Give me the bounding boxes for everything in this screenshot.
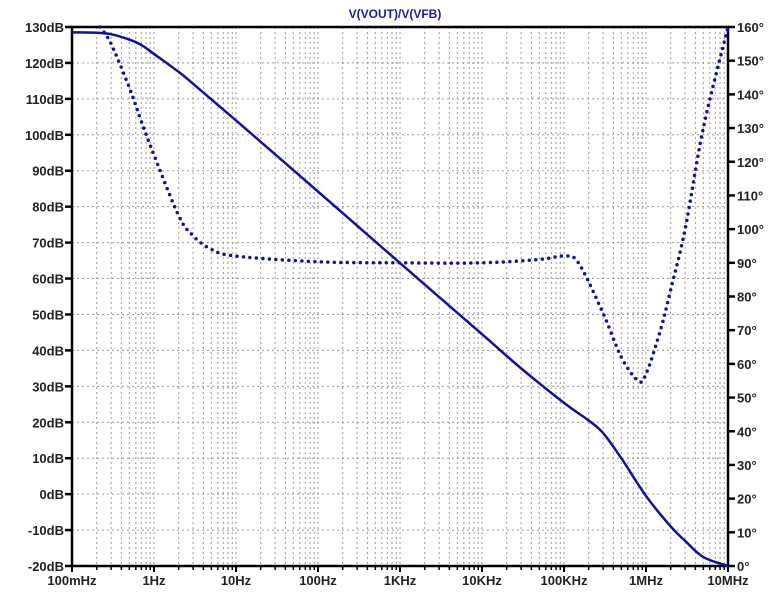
chart-title: V(VOUT)/V(VFB) bbox=[349, 7, 442, 21]
x-tick-label: 1Hz bbox=[142, 573, 166, 588]
y-left-tick-label: 70dB bbox=[32, 236, 64, 251]
y-right-tick-label: 120° bbox=[737, 155, 764, 170]
y-right-tick-label: 130° bbox=[737, 121, 764, 136]
y-right-tick-label: 20° bbox=[737, 492, 757, 507]
x-tick-label: 100Hz bbox=[299, 573, 337, 588]
y-right-tick-label: 90° bbox=[737, 256, 757, 271]
x-tick-label: 100mHz bbox=[47, 573, 97, 588]
y-left-tick-label: 20dB bbox=[32, 415, 64, 430]
y-left-tick-label: 40dB bbox=[32, 343, 64, 358]
x-tick-label: 10Hz bbox=[221, 573, 252, 588]
x-tick-label: 10KHz bbox=[462, 573, 502, 588]
y-right-tick-label: 60° bbox=[737, 357, 757, 372]
y-left-tick-label: 90dB bbox=[32, 164, 64, 179]
axes: 130dB 120dB 110dB 100dB 90dB 80dB 70dB 60dB 50dB… bbox=[25, 20, 764, 588]
grid bbox=[72, 27, 728, 566]
x-tick-label: 1MHz bbox=[629, 573, 663, 588]
y-left-tick-label: -20dB bbox=[28, 559, 64, 574]
y-left-tick-label: 100dB bbox=[25, 128, 64, 143]
y-right-tick-label: 40° bbox=[737, 424, 757, 439]
x-tick-label: 100KHz bbox=[541, 573, 588, 588]
y-left-tick-label: 130dB bbox=[25, 20, 64, 35]
magnitude-curve bbox=[70, 31, 730, 568]
y-right-tick-label: 10° bbox=[737, 525, 757, 540]
y-left-tick-label: 120dB bbox=[25, 56, 64, 71]
y-right-tick-label: 160° bbox=[737, 20, 764, 35]
y-right-tick-label: 0° bbox=[737, 559, 749, 574]
y-left-tick-label: 50dB bbox=[32, 307, 64, 322]
y-left-tick-label: 30dB bbox=[32, 379, 64, 394]
phase-curve bbox=[98, 25, 730, 384]
y-right-tick-label: 110° bbox=[737, 188, 763, 203]
y-left-tick-label: 0dB bbox=[39, 487, 64, 502]
y-left-tick-label: 10dB bbox=[32, 451, 64, 466]
y-left-tick-label: 110dB bbox=[26, 92, 64, 107]
y-left-tick-label: 80dB bbox=[32, 200, 64, 215]
y-right-tick-label: 80° bbox=[737, 290, 757, 305]
y-right-tick-label: 50° bbox=[737, 391, 757, 406]
y-right-tick-label: 140° bbox=[737, 87, 764, 102]
y-left-tick-label: -10dB bbox=[28, 523, 64, 538]
y-right-tick-label: 100° bbox=[737, 222, 764, 237]
series bbox=[70, 25, 730, 568]
y-right-tick-label: 70° bbox=[737, 323, 757, 338]
y-left-tick-label: 60dB bbox=[32, 272, 64, 287]
y-right-tick-label: 150° bbox=[737, 54, 764, 69]
y-right-tick-label: 30° bbox=[737, 458, 757, 473]
x-tick-label: 10MHz bbox=[707, 573, 749, 588]
x-tick-label: 1KHz bbox=[384, 573, 417, 588]
